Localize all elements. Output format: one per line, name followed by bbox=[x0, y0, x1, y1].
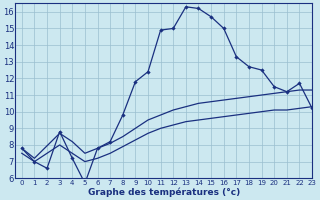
X-axis label: Graphe des températures (°c): Graphe des températures (°c) bbox=[88, 187, 240, 197]
